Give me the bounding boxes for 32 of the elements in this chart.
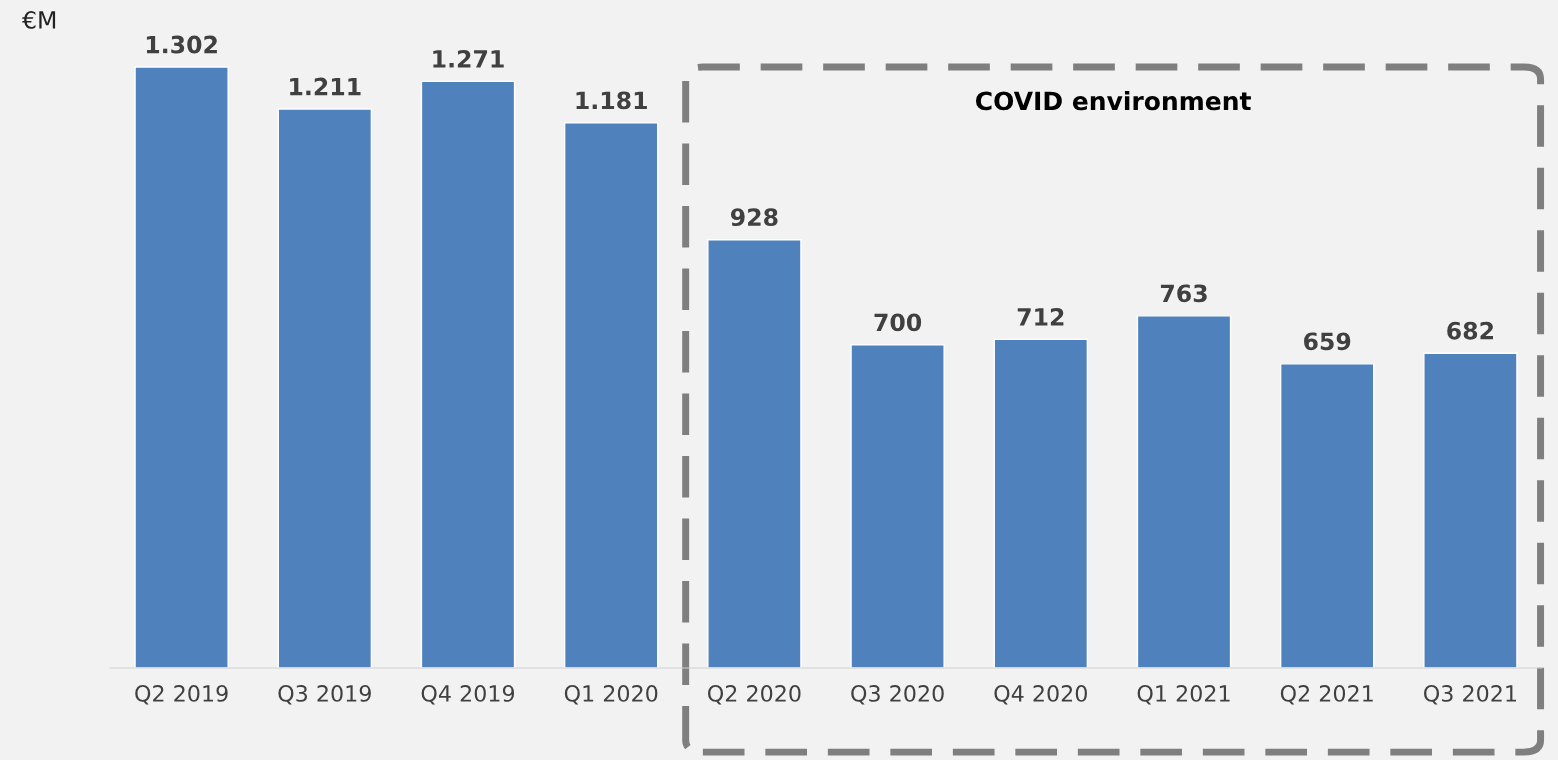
x-tick-label: Q2 2021 — [1280, 685, 1373, 705]
x-tick-label: Q3 2020 — [851, 685, 944, 705]
annotation: COVID environment — [976, 91, 1251, 111]
x-tick-label: Q3 2021 — [1424, 685, 1516, 705]
data-label: 763 — [1160, 284, 1207, 303]
x-tick-label: Q2 2019 — [135, 685, 228, 705]
bar — [563, 122, 659, 668]
bar — [1423, 352, 1518, 668]
bar — [850, 344, 945, 668]
x-tick-label: Q1 2021 — [1137, 685, 1230, 705]
data-label: 1.302 — [146, 35, 217, 54]
bar — [1279, 363, 1375, 668]
bar — [277, 108, 373, 668]
bar — [993, 338, 1089, 668]
y-axis-title: €M — [22, 10, 56, 29]
x-tick-label: Q4 2020 — [994, 685, 1087, 705]
bar — [1136, 315, 1232, 668]
data-label: 928 — [730, 208, 778, 227]
bar — [420, 80, 516, 668]
bar — [707, 238, 802, 668]
bar — [134, 66, 229, 668]
data-label: 1.181 — [576, 91, 647, 110]
x-tick-label: Q1 2020 — [564, 685, 658, 705]
x-tick-label: Q2 2020 — [708, 685, 801, 705]
data-label: 1.271 — [433, 49, 504, 68]
data-label: 682 — [1447, 321, 1493, 340]
x-tick-label: Q3 2019 — [278, 685, 371, 705]
data-label: 712 — [1017, 307, 1064, 326]
data-label: 1.211 — [290, 77, 361, 96]
data-label: 700 — [874, 313, 922, 332]
x-tick-label: Q4 2019 — [421, 685, 515, 705]
data-label: 659 — [1304, 332, 1351, 351]
